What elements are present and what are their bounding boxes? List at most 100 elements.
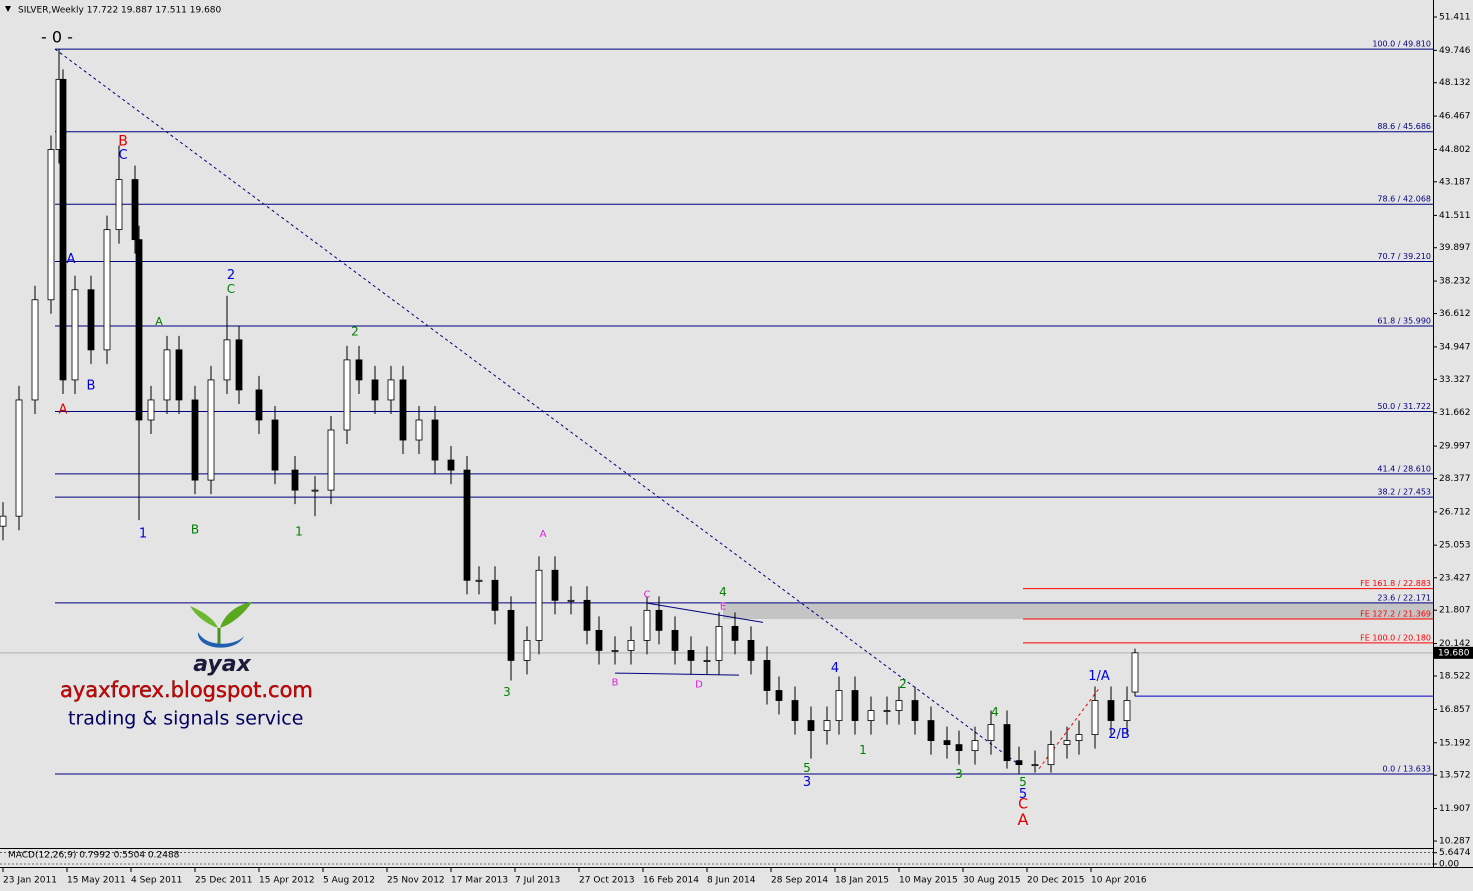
- y-tick-label: 39.897: [1439, 243, 1471, 253]
- x-tick-label: 4 Sep 2011: [131, 876, 182, 886]
- candle: [611, 636, 619, 665]
- y-tick-label: 26.712: [1439, 507, 1471, 517]
- candle: [1091, 686, 1099, 749]
- candle-body: [1047, 744, 1055, 766]
- logo-swoosh: [197, 632, 244, 648]
- candle-body: [491, 579, 499, 611]
- fib-label: 38.2 / 27.453: [1377, 488, 1431, 497]
- trendline: [1038, 688, 1100, 769]
- x-tick-label: 10 Apr 2016: [1091, 876, 1147, 886]
- candle: [223, 295, 231, 394]
- x-tick-label: 7 Jul 2013: [515, 876, 560, 886]
- candle-body: [643, 609, 651, 641]
- candle: [583, 586, 591, 645]
- candle-body: [327, 429, 335, 491]
- candle: [31, 285, 39, 414]
- target-zone: [723, 602, 1433, 619]
- candle: [0, 502, 7, 541]
- wave-label: A: [67, 252, 76, 267]
- candle-body: [1003, 724, 1011, 762]
- candle: [1031, 750, 1039, 773]
- candle-body: [927, 720, 935, 741]
- logo-url: ayaxforex.blogspot.com: [60, 678, 313, 702]
- candle: [1063, 726, 1071, 759]
- logo-name: ayax: [193, 652, 251, 677]
- candle-body: [567, 599, 575, 602]
- candle-body: [15, 399, 23, 517]
- candle-body: [1031, 764, 1039, 767]
- x-tick-label: 15 May 2011: [67, 876, 126, 886]
- y-tick-label: 46.467: [1439, 112, 1471, 122]
- wave-label: 5: [1019, 775, 1027, 789]
- candle-body: [135, 239, 143, 421]
- y-tick-label: 28.377: [1439, 474, 1471, 484]
- wave-label: 2: [351, 324, 359, 338]
- candle: [1123, 686, 1131, 735]
- candle: [627, 626, 635, 665]
- wave-label: D: [695, 679, 703, 690]
- wave-label: 1/A: [1088, 669, 1110, 684]
- candle-body: [1063, 740, 1071, 746]
- wave-label: 4: [719, 585, 727, 599]
- candle: [371, 365, 379, 414]
- candle: [655, 596, 663, 645]
- x-tick-label: 25 Dec 2011: [195, 876, 253, 886]
- fib-label: 0.0 / 13.633: [1383, 765, 1432, 774]
- fib-label: 88.6 / 45.686: [1377, 122, 1431, 131]
- symbol-icon: [5, 6, 11, 12]
- fe-label: FE 161.8 / 22.883: [1360, 579, 1431, 588]
- x-tick-label: 27 Oct 2013: [579, 876, 635, 886]
- y-tick-label: 48.132: [1439, 78, 1471, 88]
- candle: [271, 405, 279, 485]
- candle: [763, 646, 771, 705]
- candle-body: [463, 469, 471, 581]
- candle-body: [595, 629, 603, 651]
- candle-body: [911, 700, 919, 721]
- wave-label: 4: [991, 705, 999, 719]
- logo-tagline: trading & signals service: [68, 708, 303, 730]
- candle: [327, 415, 335, 505]
- candle: [971, 726, 979, 765]
- candle-body: [883, 710, 891, 712]
- candle: [987, 710, 995, 755]
- candle: [15, 385, 23, 531]
- y-tick-label: 33.327: [1439, 375, 1471, 385]
- candle: [447, 446, 455, 485]
- candle: [643, 596, 651, 655]
- candle-body: [163, 349, 171, 401]
- fib-label: 61.8 / 35.990: [1377, 317, 1431, 326]
- wave-label: 1: [859, 743, 867, 757]
- trendline: [646, 602, 764, 623]
- candle: [135, 225, 143, 521]
- fe-label: FE 127.2 / 21.369: [1360, 609, 1431, 618]
- candle: [883, 696, 891, 725]
- candle: [687, 636, 695, 675]
- wave-label: 3: [955, 767, 963, 781]
- candle: [835, 676, 843, 735]
- candle-body: [1091, 700, 1099, 735]
- chart-title: SILVER,Weekly 17.722 19.887 17.511 19.68…: [18, 6, 222, 16]
- y-tick-label: 16.857: [1439, 705, 1471, 715]
- y-tick-label: 31.662: [1439, 408, 1471, 418]
- candle-body: [431, 419, 439, 461]
- candle-body: [71, 289, 79, 381]
- candle-body: [775, 690, 783, 701]
- x-tick-label: 23 Jan 2011: [3, 876, 57, 886]
- candle: [595, 616, 603, 665]
- y-tick-label: 10.287: [1439, 837, 1471, 847]
- candle-body: [475, 579, 483, 582]
- candle: [775, 676, 783, 715]
- candle-body: [535, 569, 543, 641]
- wave-label: A: [59, 402, 68, 417]
- candle: [291, 456, 299, 505]
- candle: [567, 586, 575, 615]
- candle-body: [955, 744, 963, 752]
- candle-body: [987, 724, 995, 741]
- candle: [1003, 710, 1011, 769]
- candle: [103, 215, 111, 364]
- y-tick-label: 18.522: [1439, 672, 1471, 682]
- y-tick-label: 11.907: [1439, 804, 1471, 814]
- candle: [703, 646, 711, 675]
- wave-label: E: [720, 601, 726, 612]
- candle: [147, 385, 155, 435]
